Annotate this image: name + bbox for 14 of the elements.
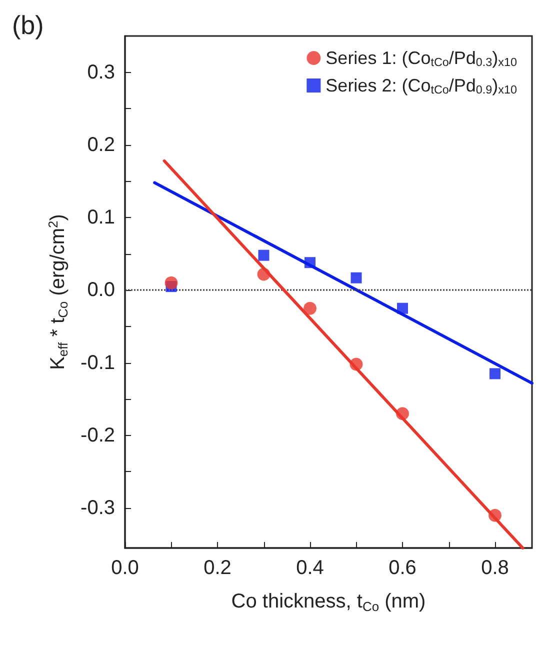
y-tick-label: 0.1 — [87, 206, 115, 229]
y-tick-label: 0.3 — [87, 61, 115, 84]
y-tick-label: -0.2 — [80, 424, 115, 446]
x-tick-label: 0.8 — [481, 557, 509, 579]
x-tick-label: 0.4 — [296, 557, 324, 579]
y-tick-label: 0.2 — [87, 134, 115, 156]
x-tick-label: 0.2 — [204, 557, 232, 579]
y-tick-label: 0.0 — [87, 279, 115, 302]
y-tick-label: -0.1 — [80, 352, 115, 374]
y-axis-title: Keff * tCo (erg/cm2) — [46, 214, 71, 370]
x-tick-label: 0.0 — [111, 557, 139, 579]
y-tick-label: -0.3 — [80, 497, 115, 520]
x-tick-label: 0.6 — [388, 557, 416, 579]
text: (b) — [12, 10, 44, 40]
